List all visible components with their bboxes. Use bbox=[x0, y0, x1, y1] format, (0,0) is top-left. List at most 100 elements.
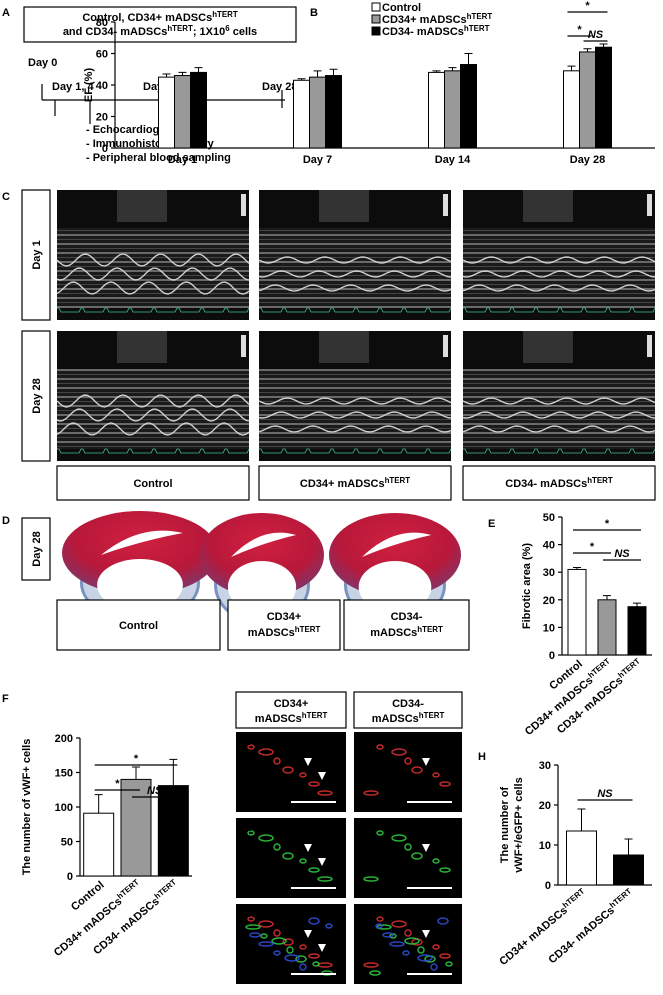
x-tick-label: Day 7 bbox=[303, 154, 332, 166]
label-box bbox=[343, 599, 470, 651]
superscript: hTERT bbox=[464, 24, 490, 33]
panel-letter: C bbox=[2, 191, 10, 203]
column-label: Control bbox=[133, 478, 172, 490]
cell-signal bbox=[299, 963, 307, 971]
cell-signal bbox=[375, 923, 383, 929]
error-bar bbox=[169, 758, 178, 786]
cell-signal bbox=[317, 876, 333, 882]
y-tick-label: 20 bbox=[539, 800, 551, 812]
bar bbox=[567, 568, 587, 656]
echo-wall bbox=[258, 270, 452, 278]
cell-signal bbox=[308, 917, 320, 925]
significance-label: * bbox=[605, 518, 610, 530]
bar bbox=[157, 785, 189, 877]
row-label: vWF bbox=[240, 736, 264, 748]
echo-wall bbox=[258, 284, 452, 292]
ecg-trace bbox=[463, 448, 656, 454]
bar bbox=[190, 71, 207, 149]
y-tick-label: 100 bbox=[55, 802, 73, 814]
text-part: Control, CD34+ mADSCs bbox=[82, 12, 212, 24]
superscript: hTERT bbox=[587, 476, 613, 485]
error-bar bbox=[603, 595, 611, 600]
error-bar bbox=[94, 794, 103, 814]
cell-signal bbox=[432, 858, 440, 864]
label-box bbox=[56, 465, 250, 501]
timeline-label: Day 0 bbox=[28, 57, 57, 69]
significance-label: NS bbox=[597, 788, 613, 800]
cell-signal bbox=[376, 744, 384, 750]
timeline-label: Day 1, 4 bbox=[52, 81, 94, 93]
echo-inset bbox=[523, 190, 573, 222]
error-bar bbox=[624, 838, 633, 855]
echo-band bbox=[463, 228, 655, 308]
echo-scale bbox=[443, 194, 448, 216]
superscript: 6 bbox=[225, 24, 230, 33]
cell-signal bbox=[258, 748, 274, 756]
histology-upper bbox=[329, 513, 461, 597]
cell-signal bbox=[299, 944, 307, 950]
echo-wall bbox=[462, 270, 656, 278]
legend-label: Control bbox=[382, 2, 421, 14]
bar bbox=[174, 75, 191, 149]
cell-signal bbox=[439, 953, 451, 959]
y-tick-label: 200 bbox=[55, 733, 73, 745]
y-axis-label: EF (%) bbox=[83, 68, 95, 103]
ecg-trace bbox=[259, 448, 452, 454]
bar bbox=[428, 71, 445, 149]
cell-signal bbox=[417, 954, 433, 962]
cell-signal bbox=[404, 843, 412, 851]
y-tick-label: 80 bbox=[96, 17, 108, 29]
fluorescence-image bbox=[354, 818, 462, 898]
cell-signal bbox=[286, 946, 294, 954]
cell-signal bbox=[295, 955, 307, 963]
echo-wall bbox=[462, 256, 656, 264]
row-label: vWF bbox=[358, 736, 382, 748]
histology-slit bbox=[362, 532, 432, 557]
significance-label: * bbox=[577, 24, 582, 36]
y-axis-label: Fibrotic area (%) bbox=[521, 543, 533, 630]
text-part: cells bbox=[230, 26, 258, 38]
echo-wall bbox=[56, 422, 250, 436]
echo-wall bbox=[462, 425, 656, 433]
cell-signal bbox=[439, 781, 451, 787]
echo-wall bbox=[258, 397, 452, 405]
cell-signal bbox=[273, 757, 281, 765]
column-label: CD34- bbox=[391, 611, 423, 623]
error-bar bbox=[329, 68, 338, 76]
y-tick-label: 30 bbox=[543, 567, 555, 579]
y-tick-label: 20 bbox=[543, 595, 555, 607]
cell-signal bbox=[432, 944, 440, 950]
echo-wall bbox=[56, 394, 250, 408]
ecg-trace bbox=[57, 448, 250, 454]
cell-signal bbox=[404, 937, 420, 945]
error-bar bbox=[297, 78, 306, 81]
panel-letter: A bbox=[2, 7, 10, 19]
echo-wall bbox=[56, 253, 250, 267]
cell-signal bbox=[299, 858, 307, 864]
echo-band bbox=[259, 228, 451, 308]
cell-signal bbox=[273, 843, 281, 851]
error-bar bbox=[178, 71, 187, 76]
arrowhead bbox=[304, 758, 312, 766]
y-tick-label: 50 bbox=[61, 837, 73, 849]
arrowhead bbox=[318, 772, 326, 780]
error-bar bbox=[577, 808, 586, 831]
row-label: GFP bbox=[358, 822, 381, 834]
cell-signal bbox=[382, 932, 394, 938]
cell-signal bbox=[282, 852, 294, 860]
timeline-label: Day 28 bbox=[262, 81, 297, 93]
superscript: hTERT bbox=[586, 656, 611, 679]
cell-signal bbox=[312, 961, 320, 967]
superscript: hTERT bbox=[295, 625, 321, 634]
echo-wall bbox=[462, 397, 656, 405]
cell-signal bbox=[273, 929, 281, 937]
label-box bbox=[462, 465, 656, 501]
cell-signal bbox=[363, 876, 379, 882]
echo-band bbox=[463, 369, 655, 449]
x-tick-label: CD34+ mADSCshTERT bbox=[496, 886, 590, 968]
echo-inset bbox=[117, 190, 167, 222]
cell-signal bbox=[282, 766, 294, 774]
cell-signal bbox=[391, 920, 407, 928]
cell-signal bbox=[271, 937, 287, 945]
